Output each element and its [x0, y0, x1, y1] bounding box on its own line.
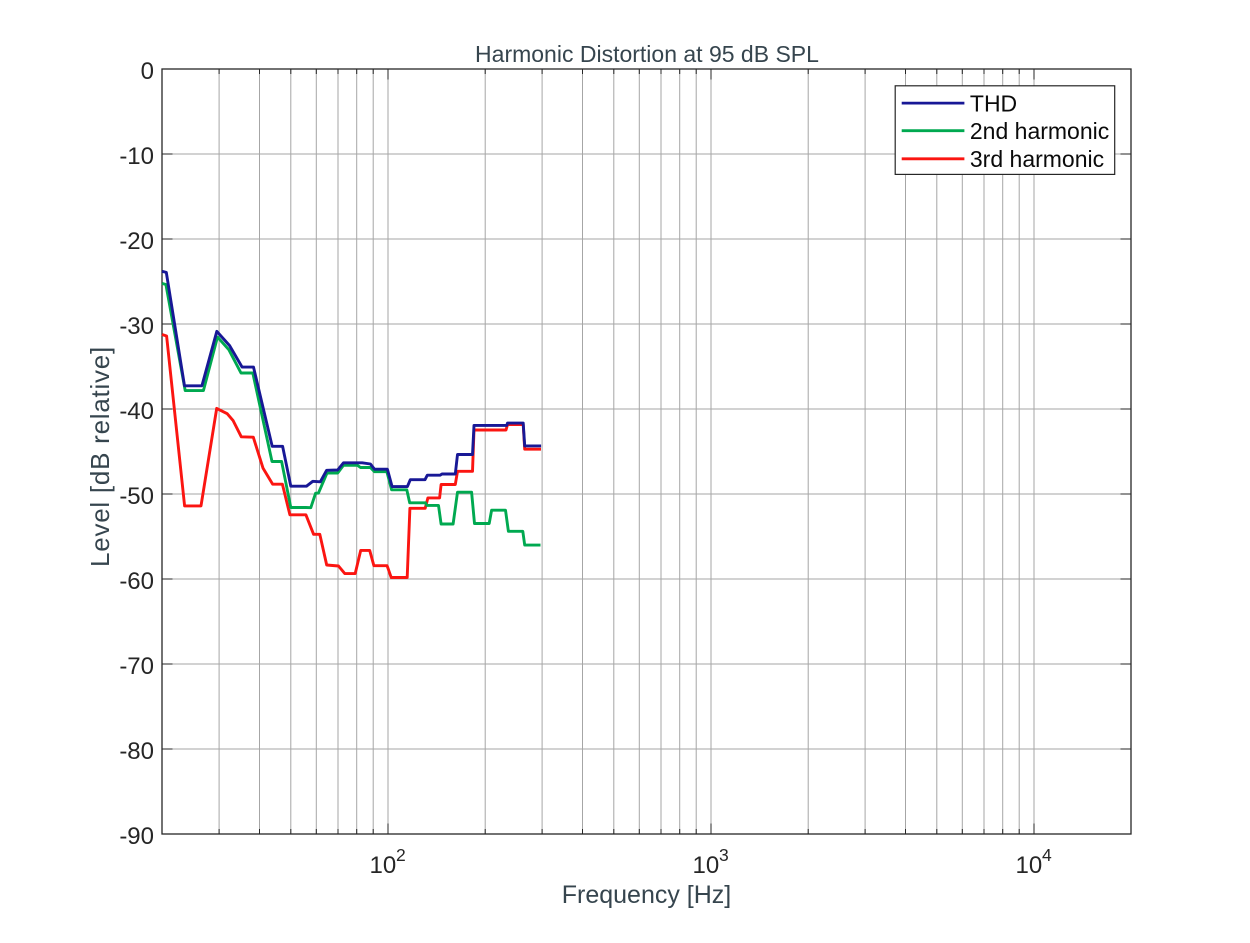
svg-text:10: 10 [369, 852, 396, 879]
svg-text:-90: -90 [119, 823, 154, 850]
svg-text:4: 4 [1042, 845, 1052, 865]
svg-text:2: 2 [396, 845, 406, 865]
svg-text:-80: -80 [119, 738, 154, 765]
svg-text:-20: -20 [119, 228, 154, 255]
svg-text:-40: -40 [119, 398, 154, 425]
svg-text:THD: THD [970, 90, 1017, 116]
svg-text:2nd harmonic: 2nd harmonic [970, 118, 1109, 144]
svg-text:-70: -70 [119, 653, 154, 680]
svg-text:Frequency [Hz]: Frequency [Hz] [562, 881, 732, 909]
svg-text:-60: -60 [119, 568, 154, 595]
svg-text:-50: -50 [119, 483, 154, 510]
svg-text:Harmonic Distortion at 95 dB S: Harmonic Distortion at 95 dB SPL [475, 41, 819, 67]
svg-text:3rd harmonic: 3rd harmonic [970, 146, 1104, 172]
svg-text:10: 10 [1015, 852, 1042, 879]
svg-text:3: 3 [719, 845, 729, 865]
svg-text:Level [dB relative]: Level [dB relative] [85, 346, 115, 567]
svg-text:0: 0 [141, 58, 154, 85]
svg-text:-30: -30 [119, 313, 154, 340]
svg-text:-10: -10 [119, 143, 154, 170]
svg-text:10: 10 [692, 852, 719, 879]
